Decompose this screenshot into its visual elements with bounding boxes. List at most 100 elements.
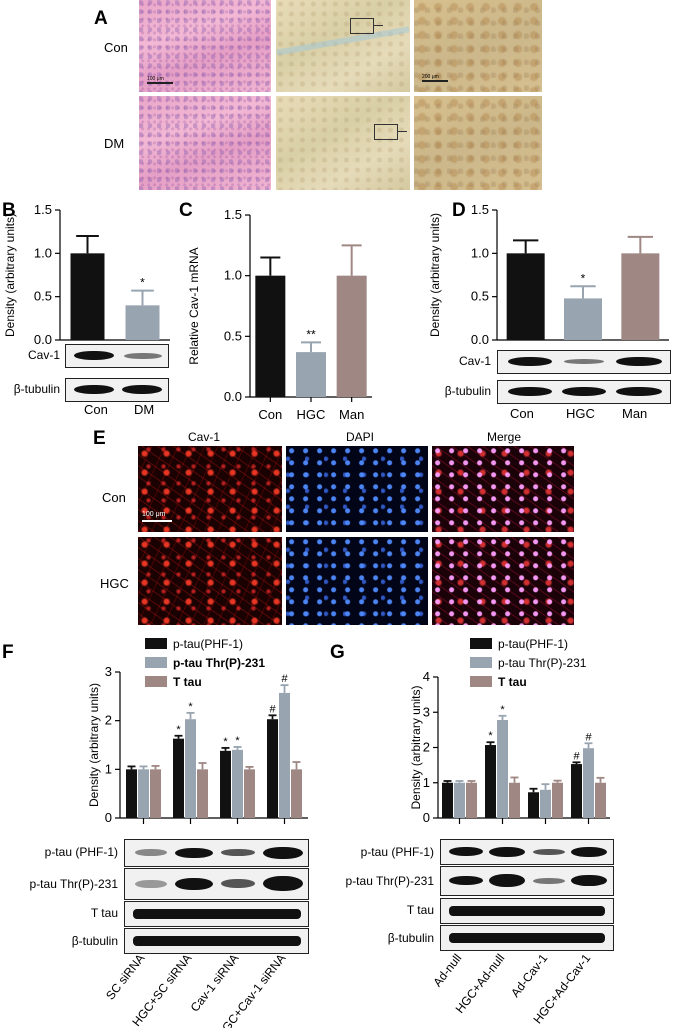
legend-swatch (145, 676, 167, 687)
y-tick-label: 1 (105, 761, 112, 776)
significance-mark: * (235, 735, 240, 747)
bar (197, 769, 208, 818)
bar (173, 738, 184, 818)
fluo-cav1-hgc (138, 537, 282, 625)
bar-dm (125, 305, 160, 340)
significance-mark: # (573, 750, 580, 762)
legend-swatch (145, 657, 167, 668)
y-tick-label: 2 (105, 713, 112, 728)
x-category-label-f: Cav-1 siRNA (188, 951, 242, 1014)
blot-g-ttau (440, 898, 614, 924)
y-tick-label: 4 (423, 669, 430, 684)
blot-b-label-1: β-tubulin (13, 382, 60, 396)
bar (528, 792, 539, 818)
significance-mark: * (140, 276, 145, 290)
bar (138, 769, 149, 818)
y-axis-label: Density (arbitrary units) (87, 683, 101, 807)
significance-mark: * (488, 730, 493, 742)
legend-swatch (470, 638, 492, 649)
bar-con (506, 253, 545, 340)
blot-g-phf1 (440, 839, 614, 865)
ihc-image-con (276, 0, 410, 92)
blot-d-cat-0: Con (510, 406, 534, 421)
scale-bar-he: 100 μm (147, 76, 164, 82)
legend-swatch (470, 676, 492, 687)
y-tick-label: 3 (105, 664, 112, 679)
panel-a-row-label-con: Con (104, 40, 128, 55)
y-tick-label: 1.5 (224, 207, 242, 222)
scale-bar-e: 100 μm (142, 511, 166, 518)
chart-c: 0.0 0.5 1.0 1.5 Relative Cav-1 mRNA Con ** HGC M… (187, 207, 372, 420)
legend-label: p-tau Thr(P)-231 (173, 656, 265, 670)
blot-b-label-0: Cav-1 (27, 348, 60, 362)
ihc-zoom-con: 200 μm (414, 0, 542, 92)
blot-d-cat-1: HGC (566, 406, 595, 421)
y-tick-label: 0.0 (224, 389, 242, 404)
bar (244, 769, 255, 818)
y-tick-label: 0 (105, 810, 112, 825)
y-tick-label: 0.0 (34, 332, 52, 347)
he-image-dm (139, 96, 271, 190)
bar (126, 769, 137, 818)
y-tick-label: 2 (423, 740, 430, 755)
scale-bar-ihc: 200 μm (422, 74, 439, 80)
panel-label-b: B (2, 200, 16, 221)
bar-hgc (296, 352, 326, 397)
legend-label: p-tau(PHF-1) (173, 637, 243, 651)
bar (442, 782, 453, 818)
bar (583, 748, 594, 818)
blot-f-tubulin (124, 928, 309, 954)
significance-mark: * (500, 704, 505, 716)
panel-a-row-label-dm: DM (104, 136, 125, 151)
panel-e-col-1: DAPI (346, 430, 375, 444)
y-axis-label: Density (arbitrary units) (409, 685, 423, 809)
significance-mark: * (176, 724, 181, 736)
bar (466, 782, 477, 818)
ihc-image-dm (276, 96, 410, 190)
panel-label-e: E (93, 428, 106, 449)
blot-d-cav1 (497, 350, 671, 374)
panel-e-row-hgc: HGC (100, 576, 129, 591)
panel-e-row-con: Con (102, 490, 126, 505)
blot-d-cat-2: Man (622, 406, 648, 421)
y-tick-label: 0.5 (224, 328, 242, 343)
x-category-label-f: SC siRNA (103, 951, 147, 1002)
y-axis-label: Relative Cav-1 mRNA (187, 247, 201, 364)
blot-g-tubulin (440, 925, 614, 951)
legend-label: p-tau(PHF-1) (498, 637, 568, 651)
bar-con (255, 275, 286, 397)
x-tick-label: Con (258, 407, 282, 420)
y-tick-label: 3 (423, 704, 430, 719)
significance-mark: * (581, 271, 586, 285)
blot-f-label-2: T tau (90, 906, 118, 920)
blot-g-label-2: T tau (406, 903, 434, 917)
bar (232, 749, 243, 818)
blot-g-label-0: p-tau (PHF-1) (360, 845, 434, 859)
blot-f-thr231 (124, 868, 309, 900)
blot-f-ttau (124, 901, 309, 927)
blot-b-cat-1: DM (134, 402, 155, 417)
legend-swatch (145, 638, 167, 649)
bar (220, 750, 231, 818)
legend-swatch (470, 657, 492, 668)
blot-g-label-3: β-tubulin (387, 931, 434, 945)
chart-f: 0 1 2 3 Density (arbitrary units) * * * * # # p-tau… (87, 637, 308, 825)
blot-d-tubulin (497, 380, 671, 404)
y-tick-label: 1.5 (34, 202, 52, 217)
x-tick-label: HGC (297, 407, 326, 420)
ihc-zoom-dm (414, 96, 542, 190)
legend-label: T tau (498, 675, 527, 689)
bar (291, 769, 302, 818)
fluo-dapi-con (286, 446, 428, 532)
y-tick-label: 0.5 (34, 289, 52, 304)
panel-label-d: D (452, 200, 466, 221)
significance-mark: # (281, 673, 288, 685)
bar (185, 719, 196, 818)
bar (454, 782, 465, 818)
y-tick-label: 1.0 (224, 268, 242, 283)
panel-label-g: G (330, 642, 345, 663)
panel-label-f: F (2, 642, 14, 663)
fluo-cav1-con: 100 μm (138, 446, 282, 532)
y-tick-label: 1.5 (471, 202, 489, 217)
